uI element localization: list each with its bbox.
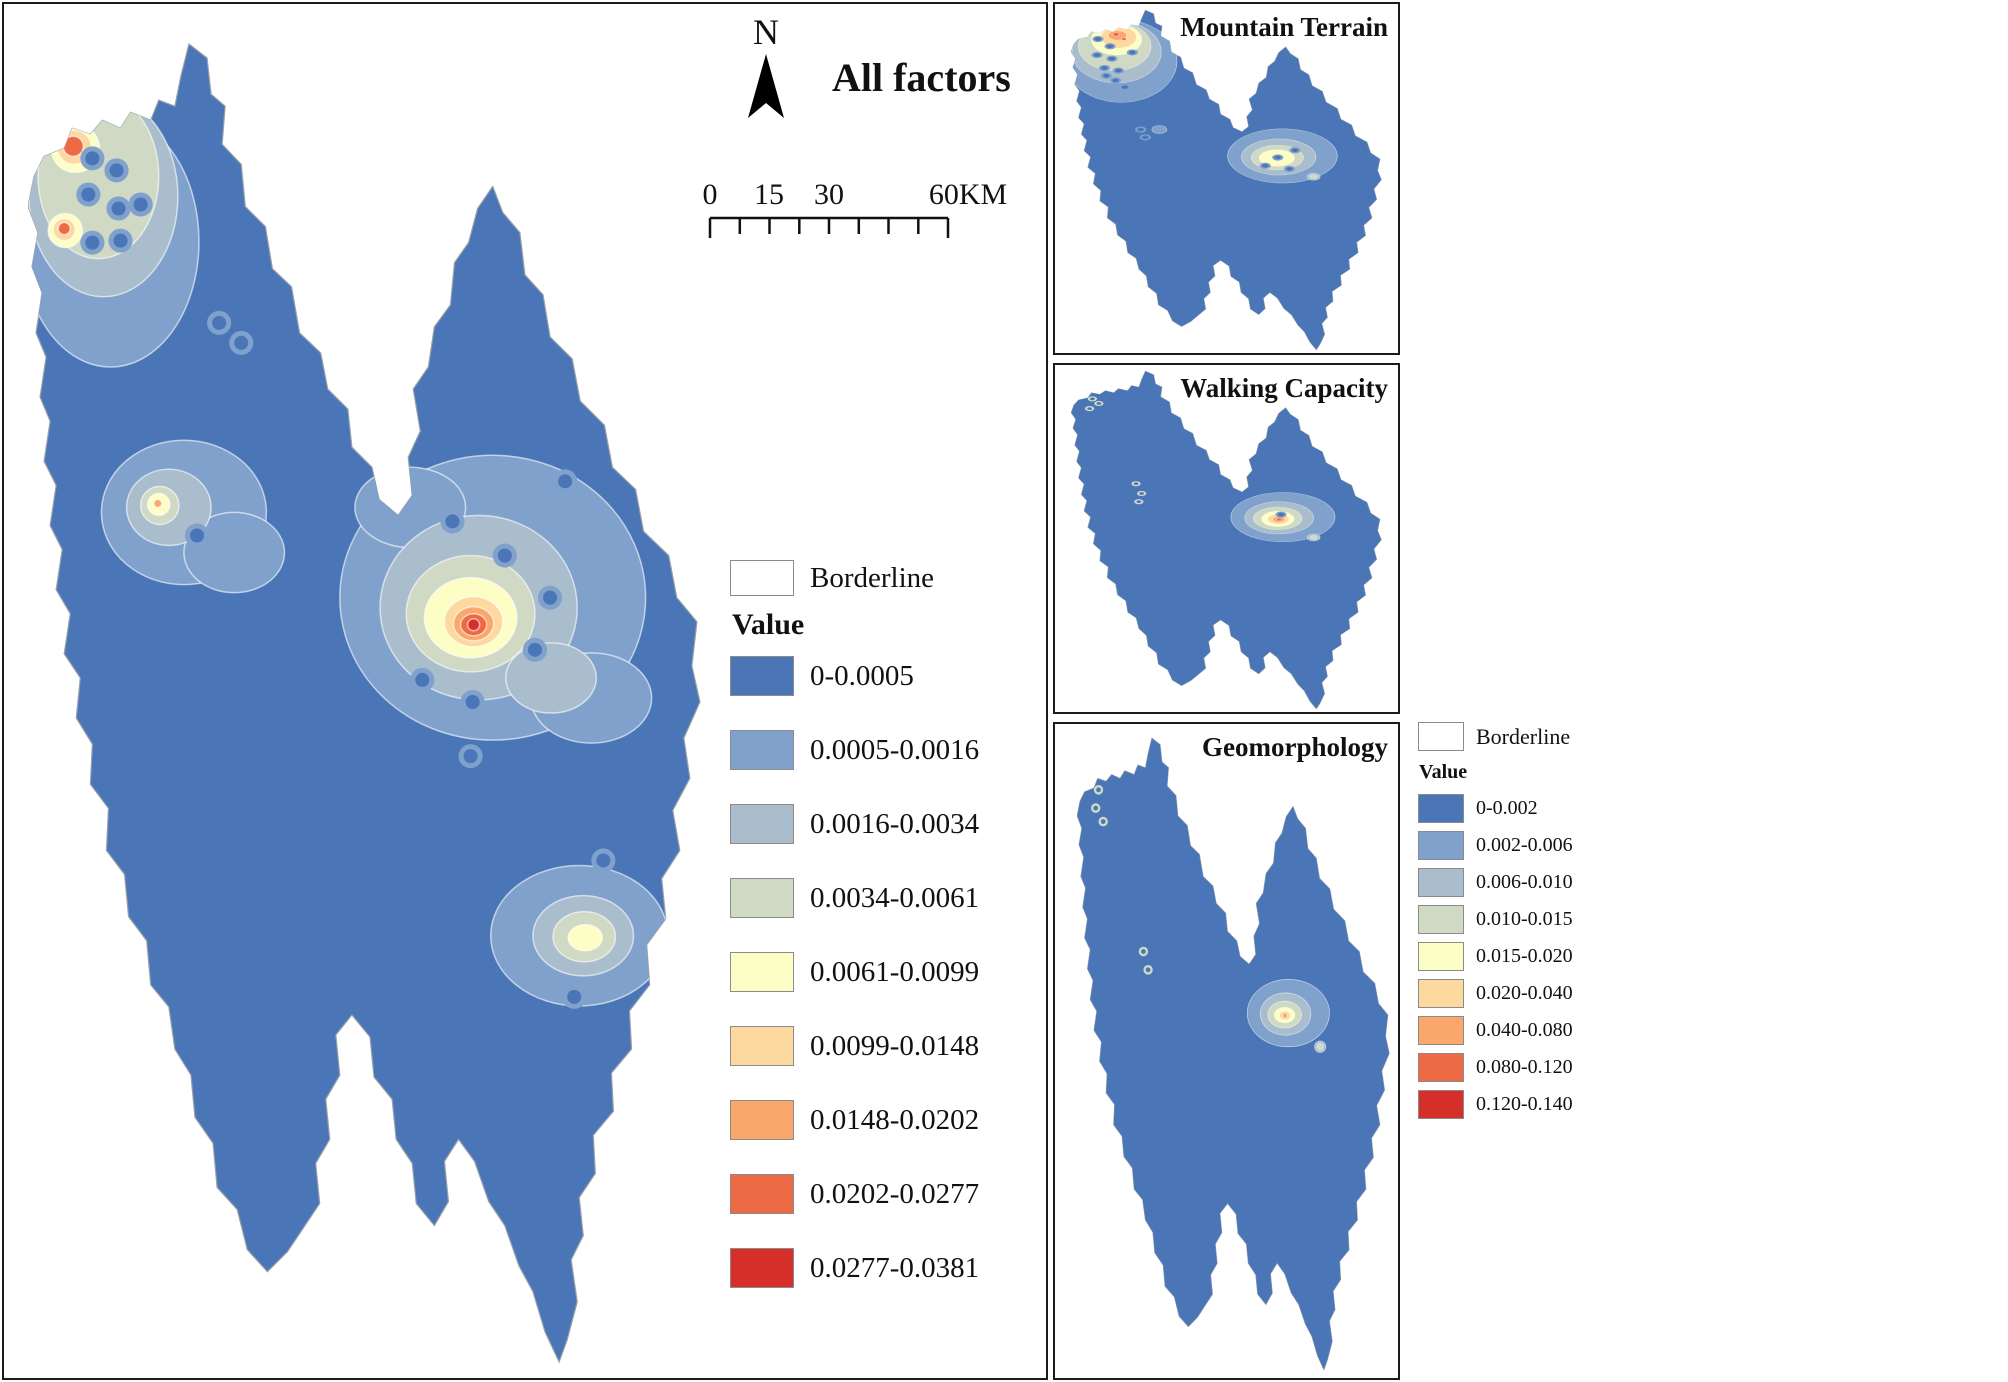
north-arrow-icon	[748, 54, 784, 118]
scale-label-30: 30	[814, 178, 844, 211]
main-legend: Borderline Value 0-0.0005 0.0005-0.0016 …	[730, 560, 1040, 1322]
scale-bar: 0 15 30 60KM	[703, 178, 1007, 238]
scale-bar-ruler	[708, 216, 950, 238]
borderline-label: Borderline	[810, 561, 935, 594]
borderline-label: Borderline	[1476, 723, 1571, 749]
legend-label: 0.040-0.080	[1476, 1019, 1573, 1041]
legend-label: 0.0148-0.0202	[810, 1103, 980, 1136]
legend-swatch	[730, 952, 794, 992]
legend-label: 0.020-0.040	[1476, 982, 1573, 1004]
legend-swatch	[1418, 831, 1464, 860]
legend-item: 0.010-0.015	[1418, 905, 1998, 934]
side-legend: Borderline Value 0-0.002 0.002-0.006 0.0…	[1418, 722, 1998, 1127]
panel-title-mountain-terrain: Mountain Terrain	[1180, 12, 1388, 42]
map-all-factors	[28, 43, 701, 1363]
legend-item: 0.0005-0.0016	[730, 730, 1040, 770]
legend-label: 0.0016-0.0034	[810, 807, 980, 840]
legend-item: 0.002-0.006	[1418, 831, 1998, 860]
legend-item: 0.040-0.080	[1418, 1016, 1998, 1045]
legend-swatch	[1418, 1090, 1464, 1119]
panel-title-walking-capacity: Walking Capacity	[1180, 373, 1388, 403]
legend-item: 0.120-0.140	[1418, 1090, 1998, 1119]
legend-label: 0.0034-0.0061	[810, 881, 980, 914]
legend-label: 0.120-0.140	[1476, 1093, 1573, 1115]
legend-label: 0.010-0.015	[1476, 908, 1573, 930]
legend-item: 0.0277-0.0381	[730, 1248, 1040, 1288]
map-mountain-terrain	[1071, 9, 1382, 351]
borderline-swatch	[1418, 722, 1464, 751]
legend-item: 0.006-0.010	[1418, 868, 1998, 897]
legend-value-heading: Value	[1419, 761, 1468, 783]
map-walking-capacity	[1071, 370, 1382, 710]
map-geomorphology	[1077, 737, 1390, 1371]
legend-swatch	[1418, 979, 1464, 1008]
scale-label-0: 0	[703, 178, 718, 211]
legend-value-heading: Value	[732, 608, 805, 641]
legend-swatch	[1418, 942, 1464, 971]
legend-swatch	[730, 1248, 794, 1288]
legend-item: 0.0034-0.0061	[730, 878, 1040, 918]
legend-swatch	[1418, 868, 1464, 897]
legend-label: 0.0005-0.0016	[810, 733, 980, 766]
legend-label: 0-0.0005	[810, 659, 914, 692]
mountain-terrain-panel: Mountain Terrain	[1053, 2, 1400, 355]
scale-label-60km: 60KM	[929, 178, 1007, 211]
legend-item: 0.0016-0.0034	[730, 804, 1040, 844]
legend-item: 0.0148-0.0202	[730, 1100, 1040, 1140]
legend-label: 0.0202-0.0277	[810, 1177, 980, 1210]
legend-item: 0.080-0.120	[1418, 1053, 1998, 1082]
legend-item-borderline: Borderline	[730, 560, 1040, 596]
legend-item: 0-0.002	[1418, 794, 1998, 823]
legend-swatch	[1418, 1016, 1464, 1045]
legend-swatch	[1418, 1053, 1464, 1082]
walking-capacity-panel: Walking Capacity	[1053, 363, 1400, 714]
scale-label-15: 15	[754, 178, 784, 211]
legend-swatch	[1418, 905, 1464, 934]
north-arrow: N	[740, 12, 792, 127]
borderline-swatch	[730, 560, 794, 596]
legend-swatch	[730, 878, 794, 918]
legend-label: 0.0061-0.0099	[810, 955, 980, 988]
legend-label: 0.0099-0.0148	[810, 1029, 980, 1062]
panel-title-geomorphology: Geomorphology	[1202, 732, 1388, 762]
legend-swatch	[730, 804, 794, 844]
legend-label: 0.0277-0.0381	[810, 1251, 980, 1284]
legend-swatch	[1418, 794, 1464, 823]
legend-label: 0.006-0.010	[1476, 871, 1573, 893]
map-title: All factors	[832, 55, 1011, 100]
legend-item: 0.0099-0.0148	[730, 1026, 1040, 1066]
legend-label: 0-0.002	[1476, 797, 1538, 819]
legend-swatch	[730, 656, 794, 696]
legend-swatch	[730, 1174, 794, 1214]
legend-swatch	[730, 730, 794, 770]
legend-item-borderline: Borderline	[1418, 722, 1998, 751]
legend-item: 0.020-0.040	[1418, 979, 1998, 1008]
legend-label: 0.080-0.120	[1476, 1056, 1573, 1078]
legend-item: 0-0.0005	[730, 656, 1040, 696]
legend-label: 0.015-0.020	[1476, 945, 1573, 967]
legend-item: 0.0202-0.0277	[730, 1174, 1040, 1214]
north-label: N	[753, 12, 779, 52]
geomorphology-panel: Geomorphology	[1053, 722, 1400, 1380]
legend-label: 0.002-0.006	[1476, 834, 1573, 856]
legend-swatch	[730, 1026, 794, 1066]
legend-swatch	[730, 1100, 794, 1140]
main-map-panel: N All factors 0 15 30 60KM Borderline Va…	[2, 2, 1048, 1380]
legend-item: 0.0061-0.0099	[730, 952, 1040, 992]
legend-item: 0.015-0.020	[1418, 942, 1998, 971]
